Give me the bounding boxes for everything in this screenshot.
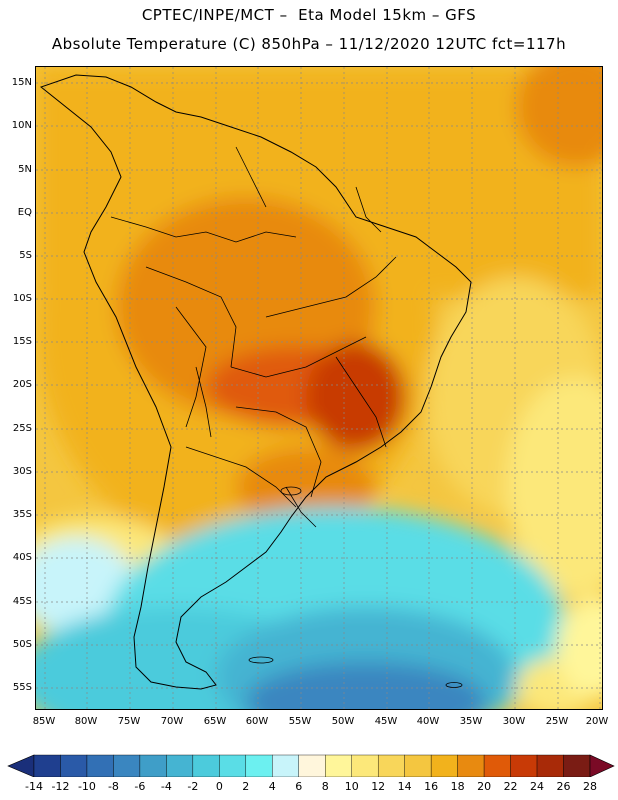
temperature-map xyxy=(35,66,603,710)
map-canvas xyxy=(36,67,602,709)
colorbar-swatch xyxy=(510,754,538,777)
falkland-islands xyxy=(248,656,274,664)
lon-label: 25W xyxy=(545,716,569,727)
colorbar-swatch xyxy=(139,754,167,777)
colorbar-label: -4 xyxy=(160,780,172,793)
colorbar-label: 26 xyxy=(556,780,571,793)
country-borders xyxy=(110,146,397,528)
colorbar-swatch xyxy=(33,754,61,777)
lon-label: 80W xyxy=(74,716,98,727)
colorbar-label: 20 xyxy=(477,780,492,793)
color-scale-bar xyxy=(7,754,615,777)
colorbar-swatch xyxy=(430,754,458,777)
colorbar-label: -2 xyxy=(187,780,199,793)
colorbar-label: 0 xyxy=(215,780,223,793)
colorbar-label: 10 xyxy=(344,780,359,793)
colorbar-swatch xyxy=(272,754,299,777)
lat-label: 40S xyxy=(12,552,32,563)
lat-label: 15N xyxy=(11,77,32,88)
colorbar-swatch xyxy=(563,754,591,777)
colorbar-swatch xyxy=(86,754,114,777)
colorbar-label: 6 xyxy=(295,780,303,793)
graticule xyxy=(36,67,602,709)
colorbar-label: 28 xyxy=(583,780,597,793)
lon-label: 30W xyxy=(502,716,526,727)
colorbar-label: 24 xyxy=(530,780,545,793)
colorbar-label: -10 xyxy=(77,780,96,793)
colorbar-swatch xyxy=(245,754,273,777)
lat-label: 5S xyxy=(19,250,32,261)
colorbar-label: -8 xyxy=(107,780,119,793)
lat-label: 10N xyxy=(11,120,32,131)
lon-label: 85W xyxy=(32,716,56,727)
lon-label: 20W xyxy=(585,716,609,727)
colorbar-swatch xyxy=(298,754,326,777)
colorbar-label: 22 xyxy=(503,780,518,793)
colorbar-swatch xyxy=(377,754,405,777)
lat-label: 25S xyxy=(12,423,32,434)
colorbar-label: 12 xyxy=(371,780,386,793)
lon-label: 35W xyxy=(459,716,483,727)
lat-label: 50S xyxy=(12,639,32,650)
colorbar-swatch xyxy=(404,754,432,777)
lat-label: 30S xyxy=(12,466,32,477)
lat-label: 15S xyxy=(12,336,32,347)
colorbar-label: 16 xyxy=(424,780,439,793)
lagoa-dos-patos xyxy=(280,486,302,496)
south-america-coastline xyxy=(39,74,472,690)
colorbar-label: 4 xyxy=(268,780,276,793)
lon-label: 45W xyxy=(374,716,398,727)
lon-label: 60W xyxy=(245,716,269,727)
lat-label: 10S xyxy=(12,293,32,304)
lat-label: 55S xyxy=(12,682,32,693)
colorbar-swatch xyxy=(457,754,485,777)
lon-label: 50W xyxy=(331,716,355,727)
colorbar-label: 8 xyxy=(321,780,329,793)
lat-label: 5N xyxy=(18,164,32,175)
colorbar-label: 2 xyxy=(242,780,250,793)
colorbar-swatch xyxy=(60,754,88,777)
lon-label: 65W xyxy=(203,716,227,727)
lon-label: 40W xyxy=(416,716,440,727)
lat-label: 20S xyxy=(12,379,32,390)
lon-label: 70W xyxy=(160,716,184,727)
colorbar-swatch xyxy=(113,754,141,777)
colorbar-swatch xyxy=(192,754,220,777)
lon-label: 75W xyxy=(117,716,141,727)
colorbar-label: -14 xyxy=(25,780,43,793)
lat-label: EQ xyxy=(17,207,32,218)
chart-title-line-1: CPTEC/INPE/MCT – Eta Model 15km – GFS xyxy=(141,6,477,24)
colorbar-label: -12 xyxy=(51,780,70,793)
colorbar-over-arrow xyxy=(589,754,615,777)
colorbar-under-arrow xyxy=(7,754,35,777)
south-georgia-island xyxy=(445,682,463,688)
colorbar-label: 14 xyxy=(397,780,412,793)
colorbar-swatch xyxy=(483,754,511,777)
colorbar-swatch xyxy=(166,754,194,777)
chart-title-line-2: Absolute Temperature (C) 850hPa – 11/12/… xyxy=(51,35,567,53)
colorbar-swatch xyxy=(325,754,352,777)
colorbar-label: -6 xyxy=(134,780,146,793)
colorbar-swatch xyxy=(536,754,564,777)
colorbar-swatch xyxy=(351,754,379,777)
lat-label: 45S xyxy=(12,596,32,607)
lat-label: 35S xyxy=(12,509,32,520)
colorbar-label: 18 xyxy=(450,780,465,793)
lon-label: 55W xyxy=(288,716,312,727)
temperature-field xyxy=(36,67,602,709)
colorbar-swatch xyxy=(219,754,247,777)
